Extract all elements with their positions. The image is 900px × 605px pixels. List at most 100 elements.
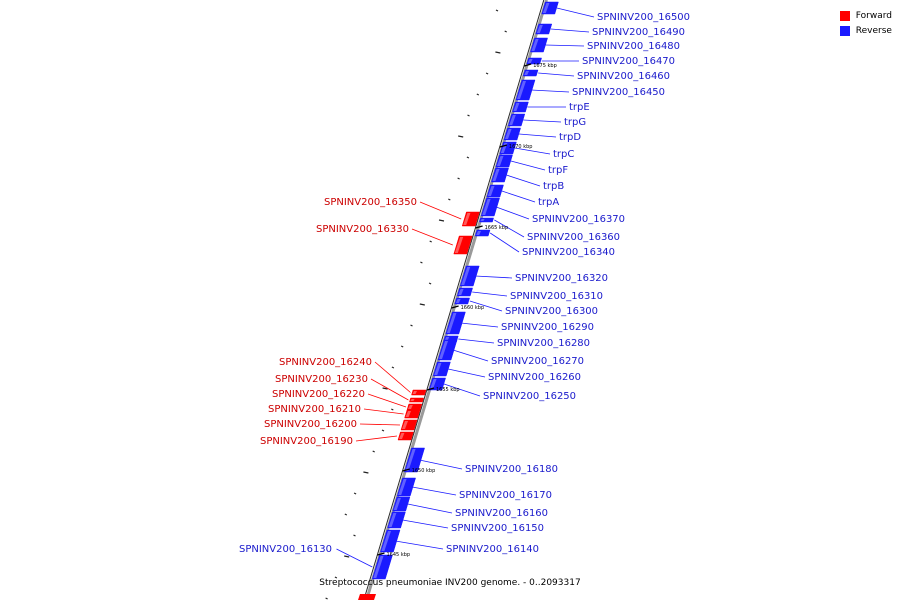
repeat-mark (448, 198, 451, 201)
repeat-mark (504, 30, 507, 33)
gene-label: SPNINV200_16160 (455, 508, 548, 519)
gene-label: SPNINV200_16340 (522, 247, 615, 258)
gene-connector (448, 368, 486, 378)
gene-label: trpG (564, 117, 586, 128)
repeat-mark (325, 597, 328, 600)
gene-label: SPNINV200_16260 (488, 372, 581, 383)
gene-connector (458, 338, 495, 344)
axis-tick-label: 1675 kbp (533, 63, 557, 69)
repeat-mark (372, 450, 375, 453)
repeat-mark (391, 408, 394, 411)
gene-label: trpE (569, 102, 590, 113)
gene-label: SPNINV200_16500 (597, 12, 690, 23)
axis-tick-label: 1650 kbp (412, 468, 436, 474)
gene-connector (452, 349, 489, 362)
gene-highlight (434, 363, 442, 375)
gene-label: SPNINV200_16330 (316, 224, 409, 235)
gene-connector (496, 206, 530, 220)
gene-highlight (430, 379, 437, 389)
gene-connector (530, 89, 570, 93)
axis-tick (499, 144, 508, 148)
gene-connector (523, 119, 562, 123)
gene-highlight (408, 405, 413, 409)
gene-connector (443, 383, 481, 397)
gene-label: SPNINV200_16230 (275, 374, 368, 385)
forward-swatch (839, 10, 850, 21)
legend-forward-label: Forward (855, 10, 892, 21)
gene-label: SPNINV200_16450 (572, 87, 665, 98)
gene-highlight (461, 267, 471, 285)
repeat-mark (410, 324, 413, 327)
gene-connector (518, 133, 557, 138)
gene-highlight (505, 129, 512, 139)
gene-connector (336, 548, 373, 568)
gene-highlight (527, 59, 533, 63)
gene-highlight (398, 479, 407, 495)
repeat-mark (353, 492, 357, 495)
legend-reverse: Reverse (839, 23, 892, 38)
gene-highlight (458, 289, 464, 295)
gene-label: SPNINV200_16490 (592, 27, 685, 38)
repeat-mark (344, 513, 348, 516)
gene-connector (514, 147, 551, 155)
gene-highlight (455, 299, 461, 303)
gene-connector (407, 503, 453, 514)
gene-highlight (402, 421, 408, 429)
repeat-mark (420, 261, 423, 264)
repeat-mark (419, 303, 425, 306)
gene-highlight (513, 103, 520, 111)
axis-tick (402, 468, 410, 472)
gene-connector (510, 160, 546, 171)
gene-label: SPNINV200_16290 (501, 322, 594, 333)
gene-connector (412, 486, 457, 496)
gene-label: SPNINV200_16240 (279, 357, 372, 368)
gene-highlight (509, 115, 516, 125)
repeat-mark (363, 471, 369, 474)
repeat-mark (344, 555, 350, 558)
gene-label: SPNINV200_16190 (260, 436, 353, 447)
repeat-mark (391, 366, 395, 369)
gene-label: trpF (548, 165, 568, 176)
gene-highlight (536, 25, 543, 33)
gene-label: SPNINV200_16220 (272, 389, 365, 400)
gene-label: trpC (553, 149, 574, 160)
axis-tick-label: 1660 kbp (461, 305, 485, 311)
gene-label: SPNINV200_16280 (497, 338, 590, 349)
axis-tick-label: 1655 kbp (436, 387, 460, 393)
gene-highlight (405, 411, 411, 417)
repeat-mark (382, 387, 388, 390)
gene-label: SPNINV200_16470 (582, 56, 675, 67)
repeat-mark (467, 114, 470, 117)
gene-label: SPNINV200_16370 (532, 214, 625, 225)
gene-label: trpA (538, 197, 559, 208)
gene-highlight (487, 186, 495, 196)
gene-connector (506, 174, 541, 187)
axis-tick (475, 225, 483, 229)
gene-label: trpD (559, 132, 581, 143)
gene-highlight (531, 39, 539, 51)
gene-connector (501, 190, 536, 203)
gene-connector (419, 201, 462, 220)
gene-highlight (439, 341, 448, 359)
reverse-swatch (839, 25, 850, 36)
gene-connector (472, 291, 508, 297)
gene-connector (411, 228, 453, 246)
gene-label: SPNINV200_16180 (465, 464, 558, 475)
axis-tick-label: 1670 kbp (509, 144, 533, 150)
gene-connector (395, 540, 444, 550)
genome-backbone-edge (363, 0, 545, 601)
gene-highlight (393, 498, 401, 510)
gene-highlight (410, 399, 415, 401)
gene-label: SPNINV200_16310 (510, 291, 603, 302)
gene-label: SPNINV200_16460 (577, 71, 670, 82)
gene-connector (545, 44, 585, 47)
gene-label: SPNINV200_16350 (324, 197, 417, 208)
gene-label: SPNINV200_16200 (264, 419, 357, 430)
gene-label: SPNINV200_16270 (491, 356, 584, 367)
gene-connector (402, 519, 449, 529)
gene-connector (367, 393, 407, 408)
gene-label: SPNINV200_16130 (239, 544, 332, 555)
repeat-mark (381, 429, 385, 432)
axis-tick (524, 63, 532, 67)
